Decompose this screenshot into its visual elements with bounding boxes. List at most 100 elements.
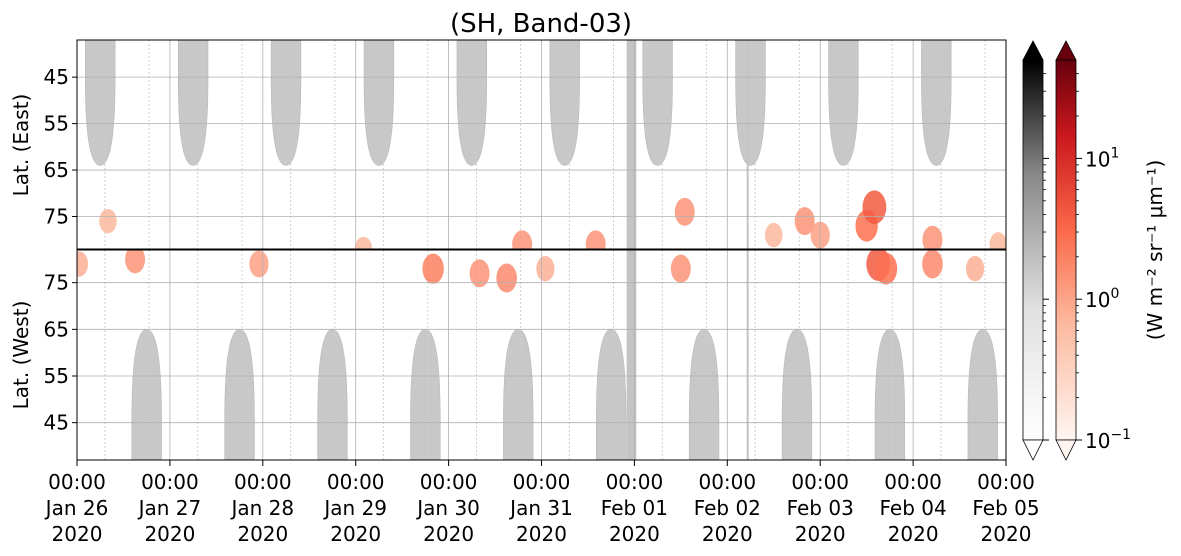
day-side-lobe xyxy=(503,329,534,460)
emission-patch xyxy=(99,208,117,234)
x-tick-time: 00:00 xyxy=(513,470,571,494)
x-tick-year: 2020 xyxy=(423,522,474,546)
emission-patch xyxy=(674,197,695,226)
x-tick-day: Feb 05 xyxy=(972,496,1039,520)
emission-patch xyxy=(670,254,691,283)
day-side-lobe xyxy=(131,329,162,460)
colorbar-red-bar xyxy=(1055,59,1077,441)
emission-patch xyxy=(585,230,606,249)
x-tick-year: 2020 xyxy=(609,522,660,546)
y-tick-label: 55 xyxy=(44,364,69,388)
x-tick-time: 00:00 xyxy=(327,470,385,494)
day-side-lobe xyxy=(874,329,906,460)
emission-patch xyxy=(77,251,89,277)
x-tick-day: Jan 27 xyxy=(137,496,202,520)
day-side-lobe xyxy=(224,329,255,460)
emission-patch xyxy=(422,253,444,284)
day-side-lobe xyxy=(270,40,302,166)
missing-data-strip xyxy=(746,40,749,249)
panel-east-frame xyxy=(76,39,1007,250)
colorbar-gray-extend-min xyxy=(1022,439,1044,461)
emission-patch xyxy=(794,207,815,236)
day-side-lobe xyxy=(177,40,209,166)
x-tick-day: Feb 04 xyxy=(879,496,946,520)
x-tick-day: Jan 31 xyxy=(508,496,573,520)
x-tick-year: 2020 xyxy=(702,522,753,546)
day-side-lobe xyxy=(967,329,998,460)
x-tick-year: 2020 xyxy=(330,522,381,546)
x-tick-time: 00:00 xyxy=(791,470,849,494)
x-tick-day: Jan 28 xyxy=(229,496,294,520)
emission-patch xyxy=(249,250,269,278)
west-y-axis-label: Lat. (West) xyxy=(9,301,33,410)
x-tick-day: Feb 03 xyxy=(787,496,854,520)
emission-patch xyxy=(354,236,373,249)
east-day-side-layer xyxy=(85,40,952,166)
x-tick-year: 2020 xyxy=(144,522,195,546)
colorbar-label: (W m⁻² sr⁻¹ μm⁻¹) xyxy=(1143,160,1167,341)
west-y-ticks: 75 65 55 45 xyxy=(44,271,77,435)
east-y-ticks: 45 55 65 75 xyxy=(44,65,77,228)
day-side-lobe xyxy=(596,329,627,460)
colorbar-tick-label: 10−1 xyxy=(1085,427,1131,453)
east-emission-layer xyxy=(99,190,1006,249)
missing-data-strip xyxy=(626,40,637,249)
x-tick-year: 2020 xyxy=(888,522,939,546)
colorbar-red-extend-min xyxy=(1055,439,1077,461)
x-tick-year: 2020 xyxy=(52,522,103,546)
emission-patch xyxy=(874,252,898,285)
y-tick-label: 45 xyxy=(44,411,69,435)
x-tick-year: 2020 xyxy=(795,522,846,546)
y-tick-label: 65 xyxy=(44,158,69,182)
x-tick-time: 00:00 xyxy=(884,470,942,494)
day-side-lobe xyxy=(85,40,116,166)
emission-patch xyxy=(965,255,985,282)
day-side-lobe xyxy=(317,329,348,460)
day-side-lobe xyxy=(828,40,859,166)
emission-patch xyxy=(764,222,783,248)
missing-data-strip xyxy=(746,250,749,460)
east-missing-data-layer xyxy=(104,40,986,249)
x-tick-time: 00:00 xyxy=(141,470,199,494)
day-side-lobe xyxy=(363,40,395,166)
west-grid xyxy=(77,250,1006,460)
colorbar-red xyxy=(1055,40,1077,461)
y-tick-label: 55 xyxy=(44,112,69,136)
chart-title: (SH, Band-03) xyxy=(450,9,632,39)
day-side-lobe xyxy=(410,329,441,460)
x-tick-time: 00:00 xyxy=(606,470,664,494)
west-missing-data-layer xyxy=(104,250,986,460)
colorbar-red-extend-max xyxy=(1055,40,1077,61)
x-tick-day: Jan 29 xyxy=(322,496,387,520)
x-tick-day: Jan 26 xyxy=(44,496,109,520)
emission-patch xyxy=(125,250,146,274)
colorbar-tick-label: 100 xyxy=(1085,286,1119,312)
emission-patch xyxy=(922,225,943,249)
emission-patch xyxy=(496,263,517,293)
x-tick-time: 00:00 xyxy=(48,470,106,494)
x-tick-year: 2020 xyxy=(981,522,1032,546)
colorbar-ticks: 101 100 10−1 xyxy=(1043,73,1131,453)
y-tick-label: 45 xyxy=(44,65,69,89)
colorbar-gray-bar xyxy=(1022,59,1044,441)
y-tick-label: 65 xyxy=(44,317,69,341)
east-y-axis-label: Lat. (East) xyxy=(9,94,33,197)
colorbar-gray-extend-max xyxy=(1022,40,1044,61)
day-side-lobe xyxy=(735,40,766,166)
missing-data-strip xyxy=(626,250,637,460)
day-side-lobe xyxy=(549,40,580,166)
x-tick-year: 2020 xyxy=(516,522,567,546)
x-tick-day: Feb 02 xyxy=(694,496,761,520)
emission-patch xyxy=(922,250,943,279)
day-side-lobe xyxy=(456,40,487,166)
emission-patch xyxy=(989,232,1006,249)
west-day-side-layer xyxy=(131,329,998,460)
y-tick-label: 75 xyxy=(44,204,69,228)
x-tick-time: 00:00 xyxy=(977,470,1035,494)
x-tick-day: Jan 30 xyxy=(415,496,480,520)
day-side-lobe xyxy=(921,40,952,166)
emission-patch xyxy=(536,255,555,282)
west-emission-layer xyxy=(77,250,985,293)
emission-patch xyxy=(862,190,887,225)
